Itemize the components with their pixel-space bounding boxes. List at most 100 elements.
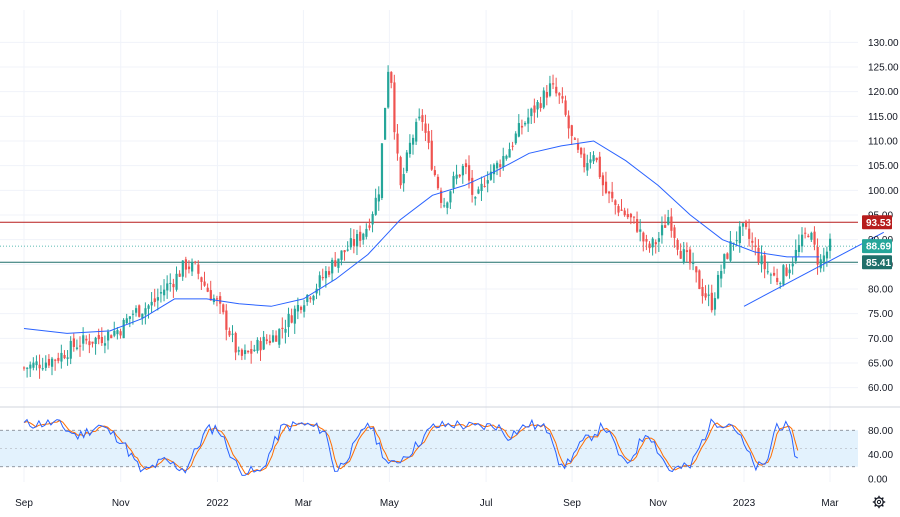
candle-down xyxy=(561,96,564,99)
candle-down xyxy=(604,181,608,193)
gear-icon[interactable] xyxy=(872,495,886,509)
candle-up xyxy=(318,275,321,288)
candle-up xyxy=(331,259,334,274)
candle-down xyxy=(38,364,41,369)
candle-up xyxy=(94,337,97,345)
price-tick-label: 70.00 xyxy=(868,334,893,345)
candle-up xyxy=(735,240,738,242)
moving-average-line xyxy=(23,140,820,334)
candle-down xyxy=(219,296,222,304)
candle-up xyxy=(720,270,723,279)
candle-up xyxy=(639,229,642,232)
candle-down xyxy=(673,227,676,238)
candle-down xyxy=(88,341,91,346)
candle-down xyxy=(704,293,707,298)
price-tick-label: 75.00 xyxy=(868,309,893,320)
candle-up xyxy=(141,313,144,319)
candle-down xyxy=(200,277,203,282)
candle-up xyxy=(446,202,449,208)
candle-down xyxy=(620,209,623,211)
candle-up xyxy=(741,223,745,227)
candle-up xyxy=(455,174,458,179)
candle-down xyxy=(685,250,689,253)
candle-up xyxy=(692,262,695,264)
gear-tooth xyxy=(881,497,884,500)
candle-down xyxy=(100,336,103,344)
candle-down xyxy=(471,177,474,195)
candle-down xyxy=(583,153,586,168)
gear-tooth xyxy=(881,504,884,507)
candle-down xyxy=(79,345,82,347)
candle-up xyxy=(794,249,797,262)
price-tick-label: 100.00 xyxy=(868,186,899,197)
price-tick-label: 130.00 xyxy=(868,38,899,49)
candle-down xyxy=(567,115,570,129)
candle-down xyxy=(464,163,468,168)
candle-up xyxy=(713,298,717,310)
candle-up xyxy=(163,289,166,296)
candle-down xyxy=(228,330,231,336)
candle-up xyxy=(527,117,530,124)
candle-down xyxy=(72,338,75,347)
candle-up xyxy=(60,352,63,362)
time-axis[interactable]: Sep Nov 2022 Mar May Jul Sep Nov 2023 Mar xyxy=(15,498,839,509)
candle-down xyxy=(85,338,88,341)
candle-up xyxy=(150,301,153,306)
candle-up xyxy=(383,107,387,140)
candle-down xyxy=(573,138,577,140)
candle-up xyxy=(729,241,732,261)
candle-up xyxy=(374,197,377,215)
candle-down xyxy=(664,225,667,228)
candle-up xyxy=(166,283,169,291)
price-levels xyxy=(0,221,858,263)
candle-up xyxy=(800,234,804,247)
candle-up xyxy=(237,350,240,352)
candle-up xyxy=(797,245,801,252)
candle-down xyxy=(698,270,701,289)
candle-up xyxy=(44,362,47,368)
time-tick-label: Nov xyxy=(112,498,130,509)
candle-down xyxy=(468,165,471,181)
candle-down xyxy=(757,247,760,262)
candle-down xyxy=(570,125,573,136)
candle-up xyxy=(738,226,741,244)
candle-down xyxy=(187,266,191,270)
candle-up xyxy=(231,333,234,335)
candle-down xyxy=(751,240,754,243)
candle-up xyxy=(41,368,44,370)
candle-up xyxy=(411,137,415,145)
candle-down xyxy=(234,333,237,353)
candle-down xyxy=(558,93,561,96)
candle-up xyxy=(449,191,452,203)
candle-down xyxy=(701,286,704,297)
price-tick-label: 105.00 xyxy=(868,161,899,172)
candle-up xyxy=(810,232,813,240)
candle-down xyxy=(576,143,580,150)
candle-down xyxy=(611,191,614,199)
candle-down xyxy=(153,298,156,303)
candle-up xyxy=(271,335,275,342)
candle-down xyxy=(676,239,679,250)
time-tick-label: May xyxy=(380,498,399,509)
oscillator-axis[interactable]: 80.00 40.00 0.00 xyxy=(868,426,893,486)
candle-down xyxy=(309,297,312,300)
candle-down xyxy=(430,140,433,170)
oscillator-tick-label: 80.00 xyxy=(868,426,893,437)
candle-up xyxy=(589,159,592,163)
price-tag xyxy=(862,239,892,254)
time-tick-label: Mar xyxy=(295,498,313,509)
oscillator-tick-label: 40.00 xyxy=(868,450,893,461)
candle-down xyxy=(203,281,206,286)
candle-down xyxy=(23,367,26,369)
candle-down xyxy=(440,190,443,203)
candle-up xyxy=(371,214,374,225)
candle-up xyxy=(113,330,116,336)
candle-up xyxy=(51,358,54,367)
candle-down xyxy=(119,331,122,336)
candle-up xyxy=(508,149,511,158)
candle-up xyxy=(243,350,247,355)
candle-up xyxy=(524,123,527,125)
candle-up xyxy=(103,343,107,346)
